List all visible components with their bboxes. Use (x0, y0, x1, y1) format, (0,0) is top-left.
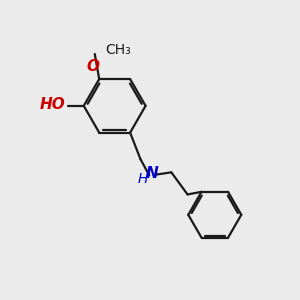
Text: H: H (138, 172, 148, 186)
Text: CH₃: CH₃ (105, 44, 131, 58)
Text: HO: HO (40, 98, 65, 112)
Text: O: O (86, 59, 99, 74)
Text: N: N (146, 166, 159, 181)
